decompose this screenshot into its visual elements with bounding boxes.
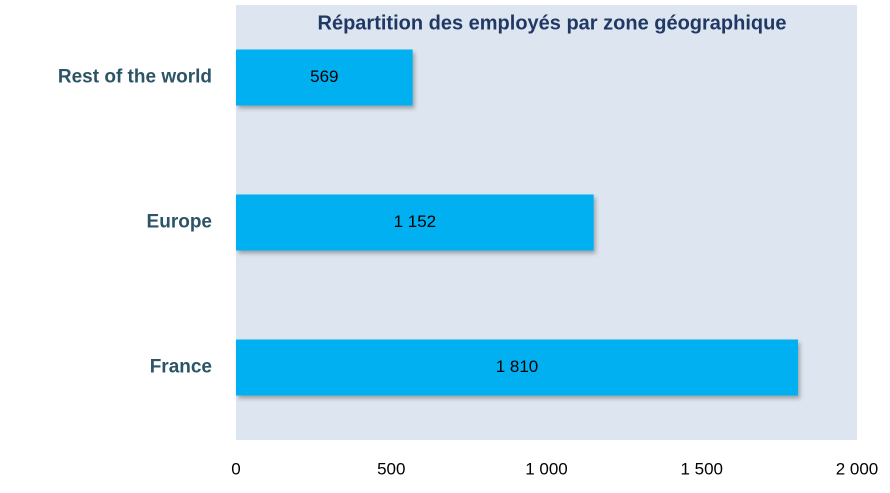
y-tick-label: France: [150, 357, 212, 378]
y-tick-label: Europe: [147, 212, 212, 233]
x-tick-label: 500: [377, 459, 405, 478]
bar: [236, 339, 799, 396]
data-label: 1 152: [394, 212, 437, 231]
data-label: 569: [310, 67, 338, 86]
data-label: 1 810: [496, 357, 539, 376]
y-tick-label: Rest of the world: [58, 67, 212, 88]
x-tick-label: 0: [231, 459, 240, 478]
x-tick-label: 1 500: [680, 459, 723, 478]
bar: [236, 49, 413, 106]
bar: [236, 194, 594, 251]
x-tick-label: 1 000: [525, 459, 568, 478]
chart-title: Répartition des employés par zone géogra…: [318, 12, 787, 34]
x-tick-label: 2 000: [836, 459, 879, 478]
